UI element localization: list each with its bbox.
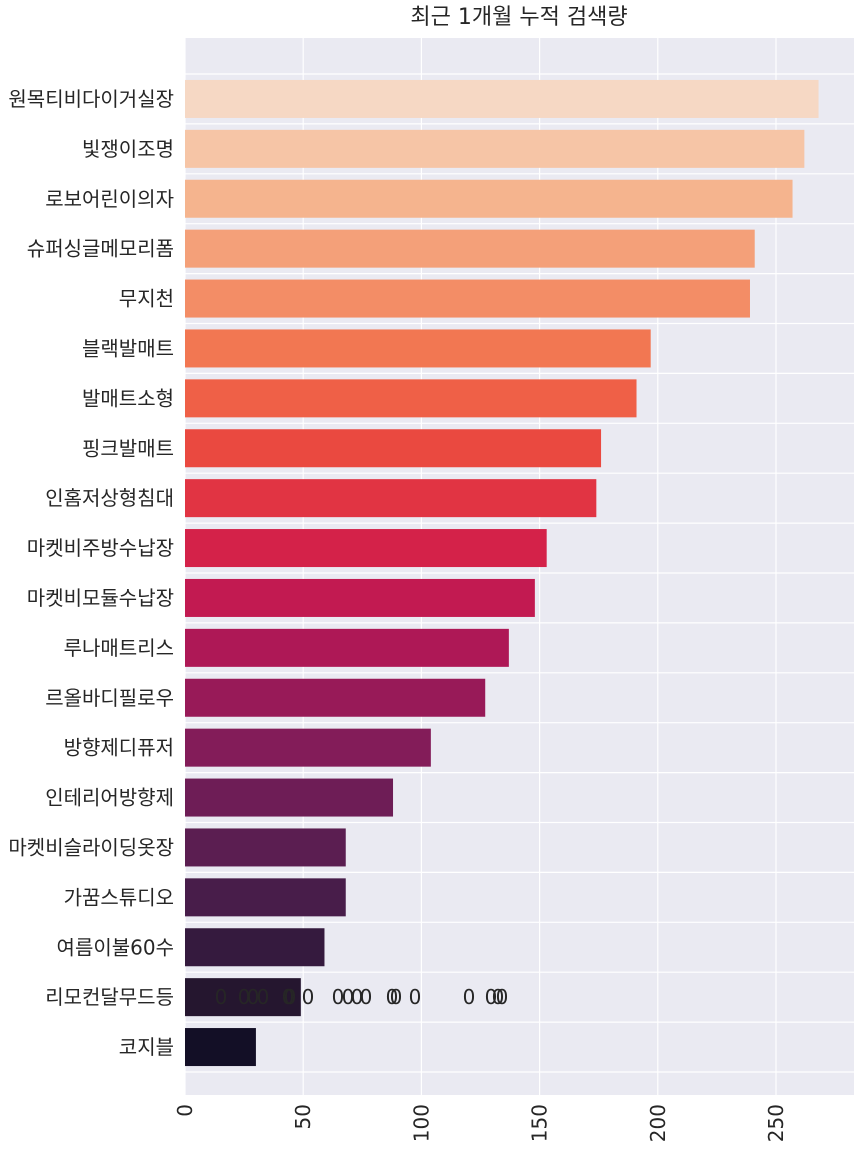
category-label: 빛쟁이조명 [82,137,174,161]
bar [185,778,394,817]
stray-label: 0 [238,985,251,1009]
stray-label: 0 [302,985,315,1009]
bar [185,978,301,1017]
stray-label: 0 [386,985,399,1009]
bar [185,678,486,717]
x-tick-labels: 0 50 100 150 200 250 [173,1104,788,1142]
category-label: 르올바디필로우 [45,686,174,710]
stray-label: 0 [215,985,228,1009]
category-label: 마켓비모듈수납장 [27,586,174,610]
x-tick-label: 50 [291,1104,315,1129]
bar [185,529,547,568]
category-label: 마켓비주방수납장 [27,536,174,560]
bar [185,429,602,468]
bar [185,329,651,368]
x-tick-label: 100 [409,1104,433,1142]
category-label: 로보어린이의자 [45,187,174,211]
category-label: 마켓비슬라이딩옷장 [8,835,174,859]
category-labels: 원목티비다이거실장빛쟁이조명로보어린이의자슈퍼싱글메모리폼무지천블랙발매트발매트… [8,87,174,1059]
stray-label: 0 [332,985,345,1009]
stray-label: 0 [492,985,505,1009]
bar [185,279,750,318]
stray-label: 0 [496,985,509,1009]
x-tick-label: 250 [764,1104,788,1142]
x-tick-label: 0 [173,1104,197,1117]
x-tick-label: 150 [528,1104,552,1142]
category-label: 여름이불60수 [57,935,174,959]
bar [185,179,793,218]
stray-label: 0 [409,985,422,1009]
bar [185,229,755,268]
bar [185,79,819,118]
bar [185,878,346,917]
bar [185,379,637,418]
bar [185,1028,256,1067]
bar [185,129,805,168]
chart-title: 최근 1개월 누적 검색량 [410,5,627,30]
bar [185,928,325,967]
stray-label: 0 [247,985,260,1009]
bar [185,479,597,518]
category-label: 인테리어방향제 [45,786,174,810]
stray-label: 0 [485,985,498,1009]
stray-label: 0 [342,985,355,1009]
stray-label: 0 [282,985,295,1009]
bars [185,79,819,1067]
bar [185,828,346,867]
category-label: 방향제디퓨저 [64,736,174,760]
category-label: 핑크발매트 [82,436,174,460]
category-label: 슈퍼싱글메모리폼 [27,237,174,261]
category-label: 리모컨달무드등 [45,985,174,1009]
stray-label: 0 [360,985,373,1009]
stray-label: 0 [284,985,297,1009]
x-tick-label: 200 [646,1104,670,1142]
category-label: 무지천 [119,287,174,311]
category-label: 발매트소형 [82,386,174,410]
category-label: 원목티비다이거실장 [8,87,174,111]
bar [185,628,509,667]
stray-label: 0 [351,985,364,1009]
stray-label: 0 [390,985,403,1009]
category-label: 루나매트리스 [64,636,174,660]
bar [185,578,535,617]
category-label: 코지블 [119,1035,174,1059]
category-label: 인홈저상형침대 [45,486,174,510]
stray-label: 0 [257,985,270,1009]
bar [185,728,431,767]
category-label: 가꿈스튜디오 [64,885,174,909]
stray-label: 0 [463,985,476,1009]
category-label: 블랙발매트 [82,336,174,360]
